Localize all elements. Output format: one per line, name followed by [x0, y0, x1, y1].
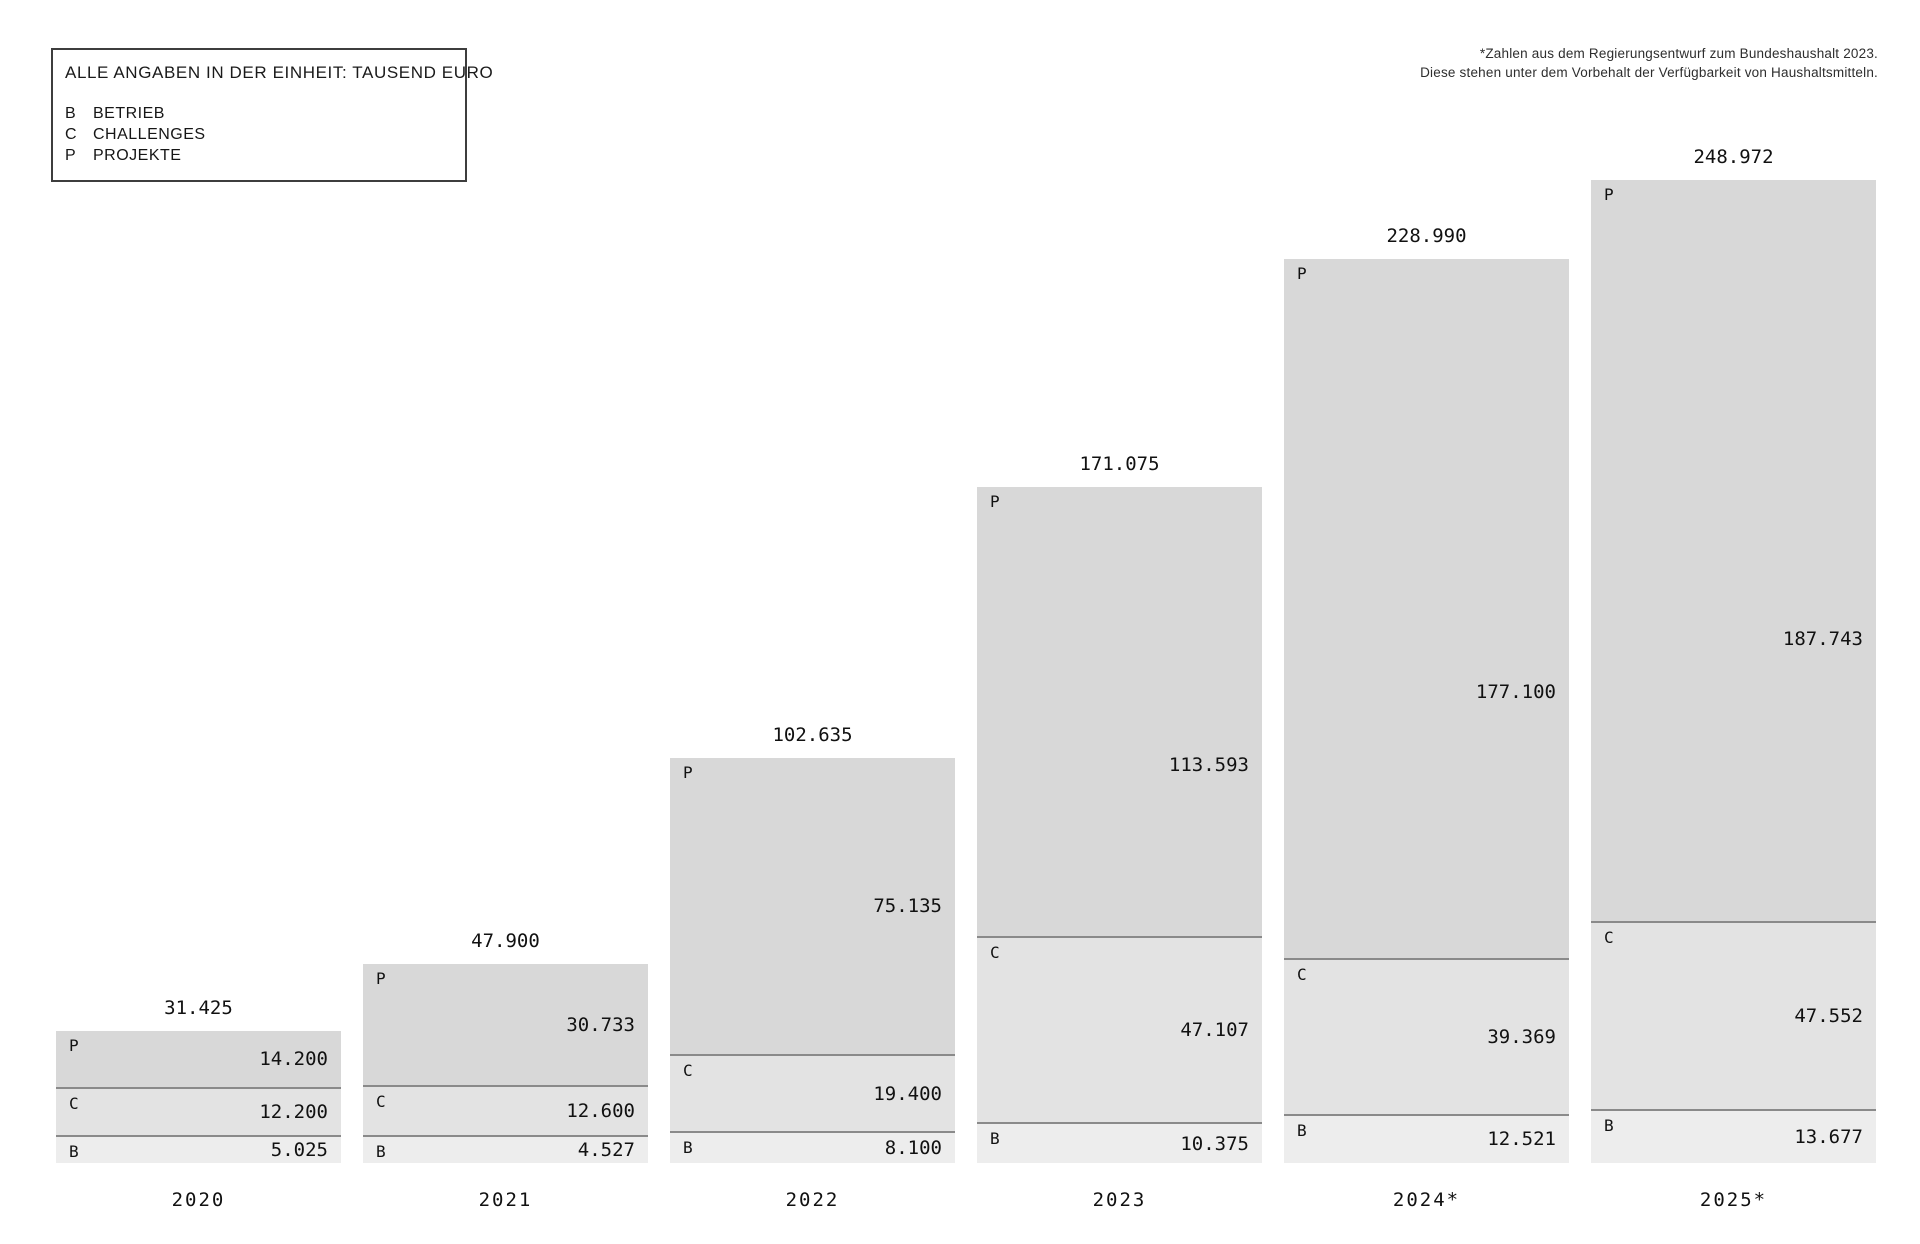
segment-value: 14.200 — [259, 1047, 328, 1070]
bar-segment-p: P 113.593 — [977, 487, 1262, 936]
segment-key-label: C — [683, 1061, 693, 1081]
bar-total-label: 228.990 — [1386, 224, 1467, 247]
segment-value: 12.200 — [259, 1100, 328, 1123]
bar-segment-b: B 10.375 — [977, 1122, 1262, 1163]
axis-year-label: 2021 — [478, 1189, 533, 1211]
segment-key-label: P — [1297, 263, 1307, 283]
bar-segment-c: C 47.552 — [1591, 921, 1876, 1109]
segment-key-label: C — [69, 1093, 79, 1113]
bar-2021: 47.900 P 30.733 C 12.600 B 4.527 2021 — [363, 930, 648, 1211]
bar-2020: 31.425 P 14.200 C 12.200 B 5.025 2020 — [56, 997, 341, 1211]
bar-segment-b: B 4.527 — [363, 1135, 648, 1163]
legend-item-challenges: C CHALLENGES — [65, 124, 451, 145]
bar-total-label: 248.972 — [1693, 145, 1774, 168]
footnote-line-2: Diese stehen unter dem Vorbehalt der Ver… — [1420, 65, 1878, 80]
segment-key-label: P — [683, 762, 693, 782]
legend-item-betrieb: B BETRIEB — [65, 103, 451, 124]
legend-key: C — [65, 126, 78, 143]
legend-key: P — [65, 147, 77, 164]
segment-key-label: B — [376, 1142, 386, 1161]
segment-key-label: P — [69, 1035, 79, 1055]
legend-key: B — [65, 105, 77, 122]
segment-key-label: C — [376, 1092, 386, 1112]
legend-label: BETRIEB — [93, 105, 165, 122]
segment-key-label: B — [1297, 1120, 1307, 1140]
legend-label: PROJEKTE — [93, 147, 182, 164]
bar-segment-c: C 19.400 — [670, 1054, 955, 1132]
segment-value: 12.600 — [566, 1100, 635, 1123]
bar-segment-c: C 39.369 — [1284, 958, 1569, 1114]
unit-note: ALLE ANGABEN IN DER EINHEIT: TAUSEND EUR… — [65, 63, 494, 82]
segment-key-label: B — [69, 1142, 79, 1161]
axis-year-label: 2025* — [1699, 1189, 1768, 1211]
unit-legend-box: ALLE ANGABEN IN DER EINHEIT: TAUSEND EUR… — [51, 48, 494, 182]
bar-segment-b: B 8.100 — [670, 1131, 955, 1163]
segment-value: 39.369 — [1487, 1025, 1556, 1048]
bar-2022: 102.635 P 75.135 C 19.400 B 8.100 2022 — [670, 724, 955, 1211]
bar-segment-b: B 12.521 — [1284, 1113, 1569, 1163]
bar-total-label: 31.425 — [164, 996, 233, 1019]
bar-2023: 171.075 P 113.593 C 47.107 B 10.375 2023 — [977, 453, 1262, 1211]
segment-value: 19.400 — [873, 1082, 942, 1105]
bar-total-label: 102.635 — [772, 723, 853, 746]
bar-segment-c: C 12.600 — [363, 1085, 648, 1135]
legend-label: CHALLENGES — [93, 126, 206, 143]
segment-value: 47.107 — [1180, 1019, 1249, 1041]
bar-segment-p: P 187.743 — [1591, 179, 1876, 922]
axis-year-label: 2022 — [785, 1189, 840, 1211]
segment-value: 113.593 — [1168, 754, 1249, 777]
segment-key-label: B — [1604, 1115, 1614, 1135]
segment-key-label: C — [1297, 965, 1307, 985]
segment-value: 75.135 — [873, 895, 942, 917]
segment-key-label: C — [990, 942, 1000, 962]
bar-segment-p: P 75.135 — [670, 757, 955, 1055]
segment-value: 187.743 — [1782, 628, 1863, 651]
segment-value: 12.521 — [1487, 1128, 1556, 1151]
segment-value: 13.677 — [1794, 1125, 1863, 1148]
bar-segment-p: P 30.733 — [363, 963, 648, 1086]
segment-value: 47.552 — [1794, 1005, 1863, 1028]
bar-2024: 228.990 P 177.100 C 39.369 B 12.521 2024* — [1284, 225, 1569, 1211]
legend-item-projekte: P PROJEKTE — [65, 145, 451, 166]
bar-segment-p: P 14.200 — [56, 1030, 341, 1087]
segment-key-label: B — [990, 1129, 1000, 1149]
segment-key-label: P — [990, 492, 1000, 512]
axis-year-label: 2020 — [171, 1189, 226, 1211]
segment-key-label: P — [376, 968, 386, 988]
segment-value: 8.100 — [884, 1137, 942, 1159]
segment-value: 10.375 — [1180, 1132, 1249, 1155]
segment-value: 30.733 — [566, 1013, 635, 1036]
bar-total-label: 171.075 — [1079, 453, 1160, 476]
axis-year-label: 2024* — [1392, 1189, 1461, 1211]
bar-total-label: 47.900 — [471, 929, 540, 952]
footnote: *Zahlen aus dem Regierungsentwurf zum Bu… — [1420, 44, 1878, 82]
footnote-line-1: *Zahlen aus dem Regierungsentwurf zum Bu… — [1479, 46, 1878, 61]
bar-segment-p: P 177.100 — [1284, 258, 1569, 959]
bar-2025: 248.972 P 187.743 C 47.552 B 13.677 2025* — [1591, 146, 1876, 1211]
chart: 31.425 P 14.200 C 12.200 B 5.025 2020 47.900 P 30.… — [56, 146, 1876, 1211]
segment-value: 5.025 — [270, 1139, 328, 1161]
segment-key-label: P — [1604, 184, 1614, 204]
bar-segment-c: C 47.107 — [977, 935, 1262, 1123]
segment-key-label: C — [1604, 928, 1614, 948]
segment-key-label: B — [683, 1138, 693, 1158]
bar-segment-b: B 5.025 — [56, 1135, 341, 1163]
axis-year-label: 2023 — [1092, 1189, 1147, 1211]
bar-segment-c: C 12.200 — [56, 1086, 341, 1135]
segment-value: 4.527 — [577, 1139, 635, 1161]
bar-segment-b: B 13.677 — [1591, 1108, 1876, 1163]
segment-value: 177.100 — [1475, 681, 1556, 704]
